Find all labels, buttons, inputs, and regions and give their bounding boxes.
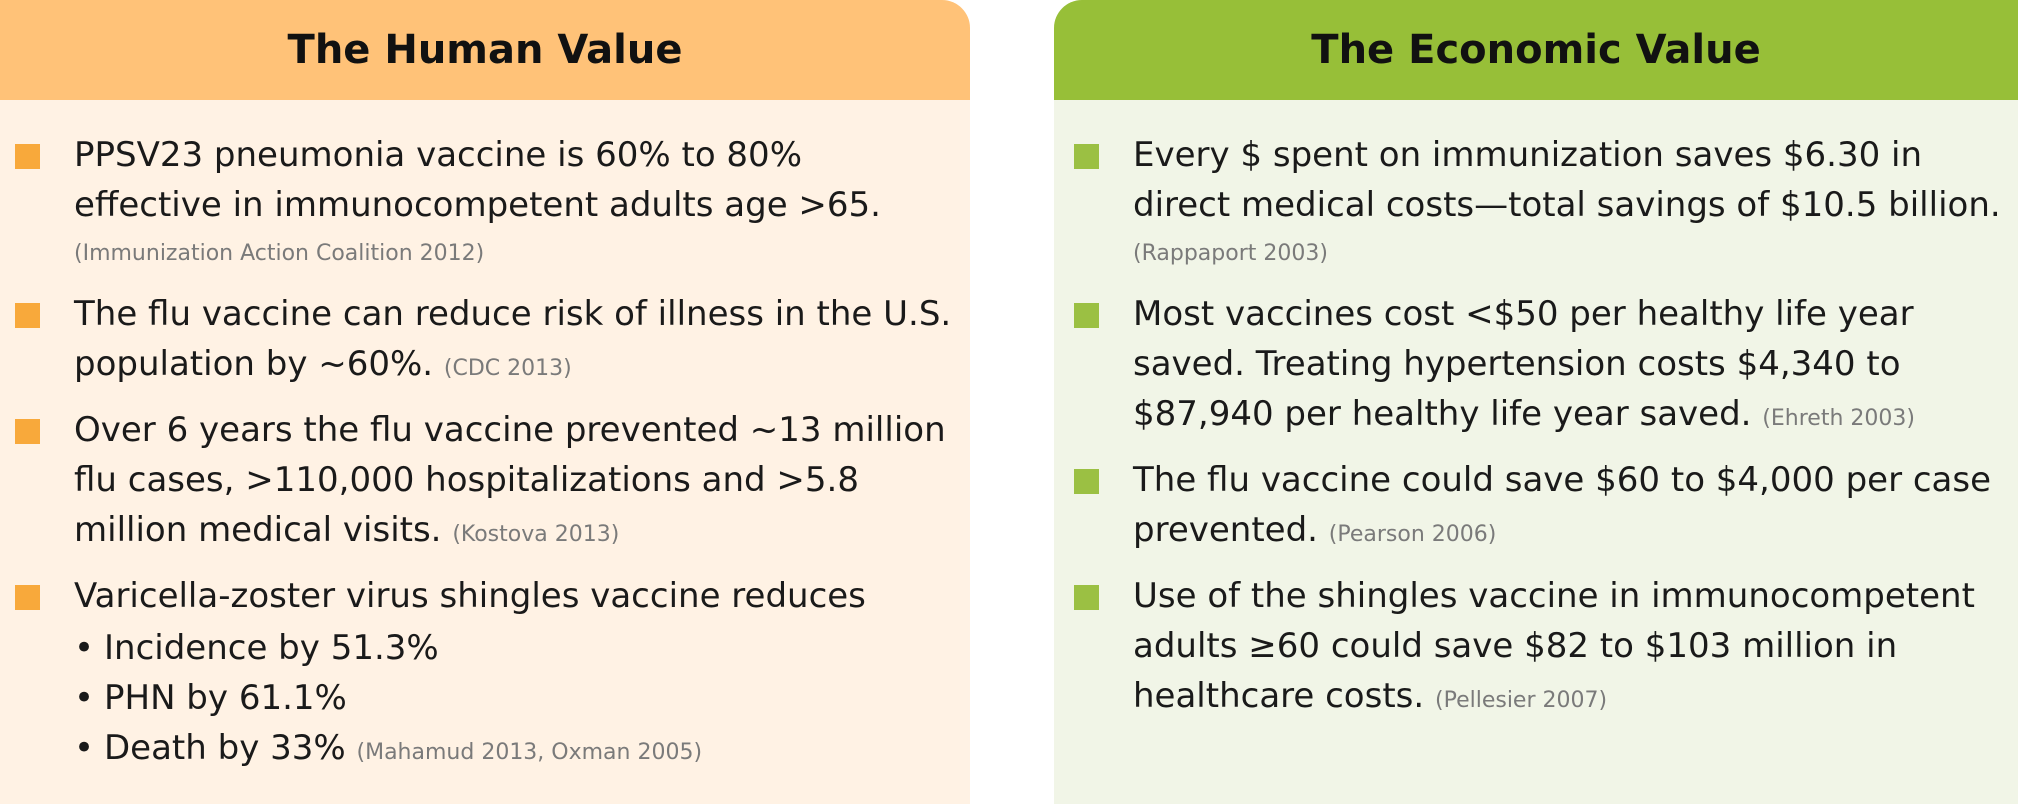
item-citation: (Pearson 2006): [1328, 522, 1497, 547]
sub-list-item: • Incidence by 51.3%: [74, 623, 960, 673]
item-text: Most vaccines cost <$50 per healthy life…: [1133, 294, 1914, 434]
item-text: Varicella-zoster virus shingles vaccine …: [74, 576, 866, 616]
list-item: PPSV23 pneumonia vaccine is 60% to 80% e…: [0, 130, 970, 278]
item-text: PPSV23 pneumonia vaccine is 60% to 80% e…: [74, 135, 881, 225]
item-citation: (Ehreth 2003): [1762, 406, 1915, 431]
item-citation: (Pellesier 2007): [1435, 688, 1608, 713]
square-bullet-icon: [15, 419, 40, 444]
item-citation: (CDC 2013): [443, 356, 572, 381]
list-item: The flu vaccine could save $60 to $4,000…: [1054, 455, 2018, 560]
item-text: Use of the shingles vaccine in immunocom…: [1133, 576, 1975, 716]
sub-item-text: Death by 33%: [104, 728, 346, 768]
list-item: Most vaccines cost <$50 per healthy life…: [1054, 289, 2018, 444]
list-item: Use of the shingles vaccine in immunocom…: [1054, 571, 2018, 726]
item-citation: (Kostova 2013): [452, 522, 620, 547]
economic-value-title: The Economic Value: [1054, 0, 2018, 100]
list-item: Every $ spent on immunization saves $6.3…: [1054, 130, 2018, 278]
list-item: Over 6 years the flu vaccine prevented ~…: [0, 405, 970, 560]
square-bullet-icon: [15, 303, 40, 328]
item-text: Over 6 years the flu vaccine prevented ~…: [74, 410, 946, 550]
sub-item-text: PHN by 61.1%: [104, 678, 347, 718]
square-bullet-icon: [1074, 585, 1099, 610]
sub-list-item: • Death by 33% (Mahamud 2013, Oxman 2005): [74, 723, 960, 778]
square-bullet-icon: [1074, 303, 1099, 328]
human-value-list: PPSV23 pneumonia vaccine is 60% to 80% e…: [0, 100, 970, 778]
square-bullet-icon: [1074, 144, 1099, 169]
item-text: The flu vaccine could save $60 to $4,000…: [1133, 460, 1992, 550]
item-citation: (Immunization Action Coalition 2012): [74, 241, 485, 266]
dot-bullet-icon: •: [74, 728, 95, 768]
item-citation: (Mahamud 2013, Oxman 2005): [356, 740, 703, 765]
human-value-panel: The Human Value PPSV23 pneumonia vaccine…: [0, 0, 970, 804]
dot-bullet-icon: •: [74, 678, 95, 718]
square-bullet-icon: [15, 144, 40, 169]
economic-value-list: Every $ spent on immunization saves $6.3…: [1054, 100, 2018, 726]
item-citation: (Rappaport 2003): [1133, 241, 1328, 266]
economic-value-panel: The Economic Value Every $ spent on immu…: [1054, 0, 2018, 804]
human-value-title: The Human Value: [0, 0, 970, 100]
item-text: Every $ spent on immunization saves $6.3…: [1133, 135, 2001, 225]
sub-item-text: Incidence by 51.3%: [104, 628, 439, 668]
sub-list-item: • PHN by 61.1%: [74, 673, 960, 723]
sub-list: • Incidence by 51.3% • PHN by 61.1% • Death…: [74, 621, 960, 778]
square-bullet-icon: [1074, 469, 1099, 494]
item-text: The flu vaccine can reduce risk of illne…: [74, 294, 952, 384]
square-bullet-icon: [15, 585, 40, 610]
list-item: The flu vaccine can reduce risk of illne…: [0, 289, 970, 394]
list-item: Varicella-zoster virus shingles vaccine …: [0, 571, 970, 778]
dot-bullet-icon: •: [74, 628, 95, 668]
